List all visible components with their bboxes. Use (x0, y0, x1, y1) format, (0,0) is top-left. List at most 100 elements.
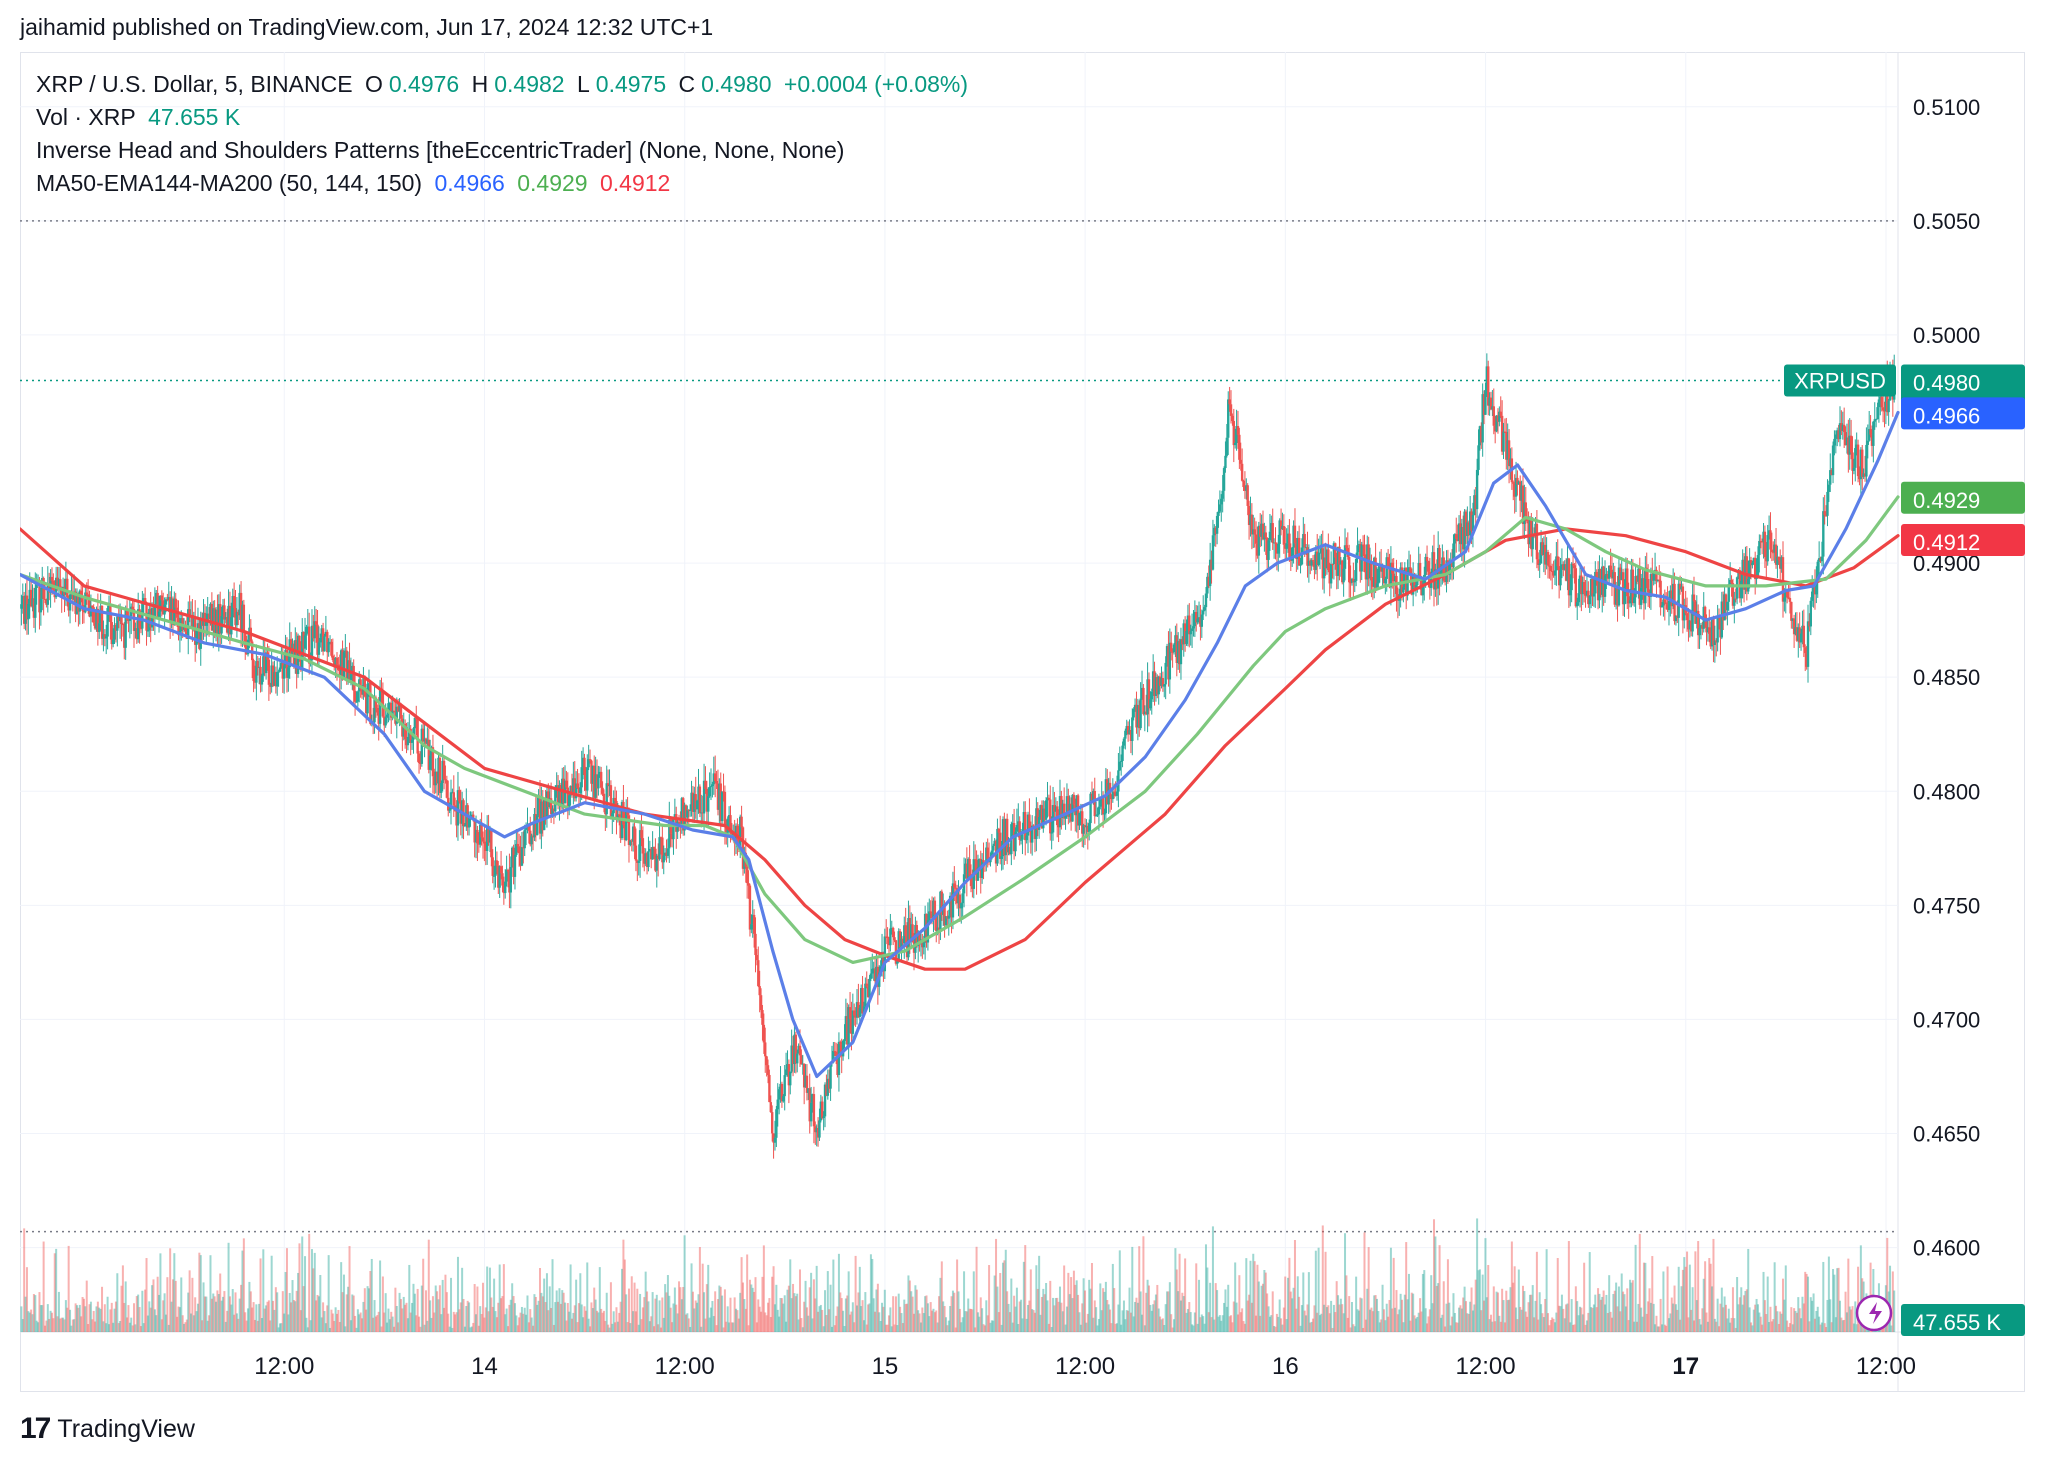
volume-bar (1642, 1262, 1645, 1332)
candle-body (1635, 576, 1639, 582)
volume-bar (208, 1315, 211, 1332)
candle-body (399, 704, 403, 719)
candle-body (1328, 569, 1331, 584)
volume-bar (431, 1296, 434, 1332)
time-tick-label: 15 (872, 1353, 899, 1380)
volume-bar (1547, 1313, 1550, 1332)
volume-bar (1040, 1296, 1043, 1332)
volume-bar (844, 1298, 847, 1332)
candle-body (1539, 542, 1543, 564)
volume-bar (242, 1238, 245, 1332)
candle-body (1044, 800, 1048, 820)
volume-bar (145, 1258, 148, 1332)
volume-bar (641, 1307, 644, 1332)
time-axis[interactable]: 12:00 14 12:00 15 12:00 16 12:00 17 12:00 (254, 1353, 1916, 1380)
candle-body (761, 1010, 764, 1025)
volume-bar (76, 1305, 79, 1332)
volume-bar (1406, 1299, 1409, 1332)
candle-body (561, 778, 564, 808)
volume-bar (1629, 1279, 1632, 1332)
volume-bar (1716, 1298, 1719, 1332)
volume-bar (616, 1321, 619, 1332)
candle-body (434, 771, 437, 786)
volume-bar (996, 1286, 999, 1332)
candle-body (472, 814, 475, 820)
volume-bar (700, 1326, 703, 1332)
volume-bar (1731, 1287, 1734, 1332)
candle-body (750, 924, 753, 930)
candle-body (711, 784, 714, 787)
volume-bar (327, 1255, 330, 1332)
volume-bar (1788, 1323, 1791, 1332)
volume-bar (230, 1304, 233, 1332)
candle-body (1838, 423, 1842, 440)
candle-body (199, 618, 202, 649)
volume-bar (867, 1304, 870, 1332)
volume-bar (1273, 1325, 1276, 1332)
candle-body (715, 780, 718, 784)
footer-brand[interactable]: 17 TradingView (20, 1412, 195, 1446)
candle-body (1252, 529, 1255, 535)
candle-body (467, 815, 471, 828)
volume-bar (317, 1296, 320, 1332)
volume-bar (1129, 1312, 1132, 1332)
volume-bar (1809, 1297, 1812, 1332)
volume-bar (704, 1318, 707, 1332)
volume-bar (1156, 1284, 1159, 1332)
candle-body (479, 824, 482, 845)
volume-bar (1751, 1325, 1754, 1332)
volume-bar (96, 1301, 99, 1332)
candle-body (1623, 587, 1626, 605)
candle-body (448, 809, 451, 811)
volume-bar (1609, 1311, 1612, 1332)
legend-indicator-ma[interactable]: MA50-EMA144-MA200 (50, 144, 150) 0.4966 … (36, 167, 974, 200)
volume-bar (34, 1295, 37, 1332)
volume-bar (1748, 1307, 1751, 1332)
candle-body (577, 788, 581, 793)
volume-bar (1082, 1278, 1085, 1332)
volume-bar (365, 1309, 368, 1332)
candle-body (580, 767, 583, 788)
legend-indicator-ihs[interactable]: Inverse Head and Shoulders Patterns [the… (36, 134, 974, 167)
volume-bar (1417, 1312, 1420, 1332)
candle-body (330, 641, 333, 656)
candle-body (936, 927, 939, 932)
volume-bar (91, 1319, 94, 1332)
candle-body (1669, 590, 1672, 601)
volume-bar (1114, 1323, 1117, 1332)
candle-body (683, 805, 686, 831)
volume-bar (1228, 1316, 1231, 1332)
volume-bar (105, 1323, 108, 1332)
candle-body (510, 847, 514, 868)
candle-body (890, 927, 893, 929)
symbol-label[interactable]: XRP / U.S. Dollar, 5, BINANCE (36, 71, 353, 97)
volume-bar (1527, 1302, 1530, 1332)
candle-body (1250, 514, 1254, 535)
volume-bar (1103, 1291, 1106, 1332)
candle-body (1083, 825, 1087, 828)
volume-bar (1398, 1309, 1401, 1332)
candle-body (1484, 389, 1487, 415)
candle-body (948, 895, 952, 916)
candle-body (796, 1053, 799, 1064)
volume-bar (671, 1322, 674, 1332)
candle-body (834, 1051, 838, 1057)
volume-bar (1086, 1313, 1089, 1332)
price-axis[interactable]: 0.51000.50500.50000.49000.48500.48000.47… (1913, 95, 1980, 1261)
candle-body (1146, 679, 1149, 715)
price-chart[interactable]: 0.51000.50500.50000.49000.48500.48000.47… (20, 52, 2025, 1392)
volume-bar (148, 1301, 151, 1332)
volume-bar (839, 1292, 842, 1332)
volume-bar (359, 1312, 362, 1332)
volume-bar (1113, 1288, 1116, 1332)
candle-body (866, 986, 870, 998)
candle-body (1243, 487, 1247, 491)
candle-body (1061, 803, 1064, 818)
volume-bar (568, 1311, 571, 1332)
candle-body (918, 932, 921, 945)
legend-volume-row[interactable]: Vol · XRP 47.655 K (36, 101, 974, 134)
volume-bar (975, 1246, 978, 1332)
volume-bar (593, 1287, 596, 1332)
candle-body (965, 863, 969, 879)
